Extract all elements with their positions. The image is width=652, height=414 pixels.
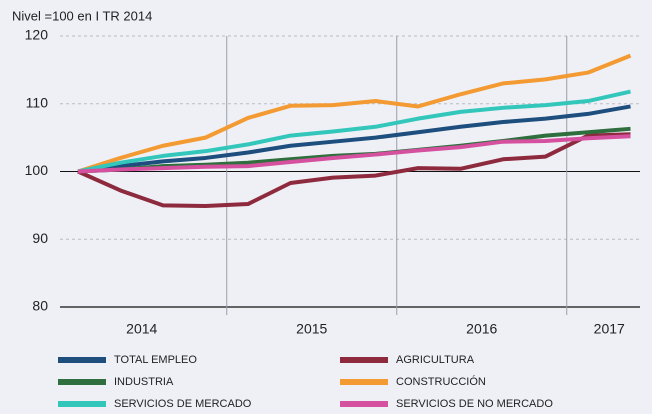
legend-swatch — [58, 401, 106, 407]
series-line — [77, 134, 631, 174]
legend-label: SERVICIOS DE MERCADO — [114, 398, 252, 410]
legend-swatch — [58, 357, 106, 363]
x-tick-label: 2016 — [466, 321, 497, 337]
y-axis-label: Nivel =100 en I TR 2014 — [12, 8, 152, 23]
legend-label: CONSTRUCCIÓN — [396, 375, 486, 388]
series-line — [77, 89, 631, 174]
legend-swatch — [340, 357, 388, 363]
series-line — [77, 53, 632, 174]
legend-swatch — [58, 379, 106, 385]
x-tick-label: 2014 — [126, 321, 157, 337]
series-line — [77, 104, 631, 174]
legend-swatch — [340, 401, 388, 407]
x-tick-label: 2015 — [296, 321, 327, 337]
y-tick-label: 110 — [26, 94, 49, 110]
legend-label: AGRICULTURA — [396, 354, 475, 366]
x-tick-label: 2017 — [594, 321, 625, 337]
legend-label: INDUSTRIA — [114, 376, 174, 388]
legend-swatch — [340, 379, 388, 385]
y-tick-label: 80 — [32, 298, 48, 314]
y-tick-label: 120 — [25, 27, 49, 43]
series-line — [77, 132, 631, 209]
y-tick-label: 90 — [32, 230, 48, 246]
legend-label: TOTAL EMPLEO — [114, 354, 197, 366]
y-tick-label: 100 — [25, 162, 49, 178]
series-line — [77, 126, 631, 174]
legend-label: SERVICIOS DE NO MERCADO — [396, 398, 553, 410]
